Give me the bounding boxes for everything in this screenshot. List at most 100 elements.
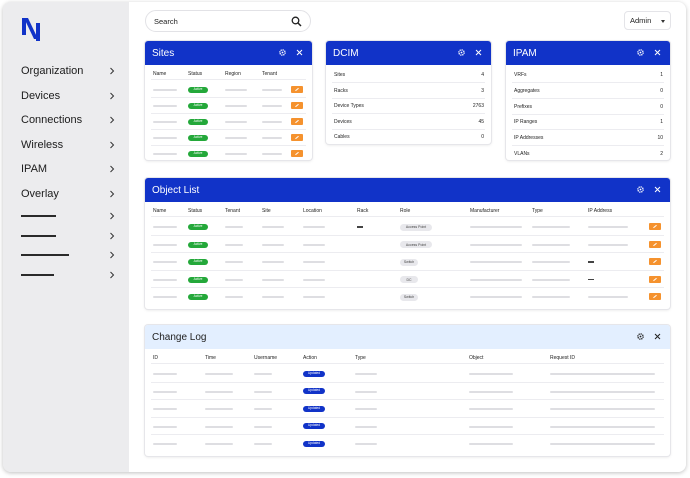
column-header[interactable]: Time [205,355,216,361]
sidebar-item-organization[interactable]: Organization [21,59,125,84]
placeholder-text [303,261,325,263]
placeholder-text [225,105,247,107]
edit-button[interactable] [649,275,661,283]
sidebar-item-overlay[interactable]: Overlay [21,182,125,207]
stat-value: 0 [481,134,484,140]
placeholder-text [153,408,177,410]
column-header[interactable]: Type [532,208,543,214]
sites-card-title: Sites [152,47,175,59]
close-icon[interactable] [653,185,662,194]
edit-button[interactable] [649,223,661,230]
sidebar-item-placeholder[interactable] [21,245,125,265]
sidebar-item-placeholder[interactable] [21,265,125,285]
brand-logo[interactable] [20,15,42,43]
gear-icon[interactable] [457,48,466,57]
placeholder-text [469,408,513,410]
action-badge: Updated [303,405,325,412]
column-header[interactable]: Site [262,208,271,214]
stat-value: 2763 [472,103,484,109]
placeholder-text [532,296,570,298]
sidebar-item-devices[interactable]: Devices [21,84,125,109]
column-header[interactable]: ID [153,355,158,361]
user-menu[interactable]: Admin [624,11,671,30]
column-header[interactable]: Location [303,208,322,214]
placeholder-text [153,121,177,123]
gear-icon[interactable] [636,332,645,341]
placeholder-text [153,373,177,375]
sidebar-item-label: Overlay [21,187,59,200]
sidebar-item-ipam[interactable]: IPAM [21,157,125,182]
column-header[interactable]: Name [153,71,167,77]
column-header[interactable]: Tenant [262,71,278,77]
placeholder-text [153,296,177,298]
close-icon[interactable] [653,48,662,57]
placeholder-text [550,408,655,410]
placeholder-text [532,261,570,263]
gear-icon[interactable] [636,48,645,57]
column-header[interactable]: IP Address [588,208,613,214]
column-header[interactable]: Object [469,355,484,361]
action-badge: Updated [303,423,325,429]
column-header[interactable]: Manufacturer [470,208,500,214]
sidebar-item-label: Devices [21,89,61,102]
column-header[interactable]: Status [188,208,203,214]
gear-icon[interactable] [278,48,287,57]
column-header[interactable]: Request ID [550,355,576,361]
edit-button[interactable] [649,258,661,265]
chevron-right-icon [110,141,115,148]
close-icon[interactable] [295,48,304,57]
object-list-title: Object List [152,184,200,196]
dcim-card: DCIM Sites 4 Racks 3 Device Types 2763 Devices… [326,41,491,144]
search-icon[interactable] [291,16,302,27]
column-header[interactable]: Tenant [225,208,241,214]
status-badge: Active [188,119,208,125]
placeholder-text [225,261,243,263]
placeholder-text [355,443,377,445]
sidebar-item-connections[interactable]: Connections [21,108,125,133]
placeholder-text [205,408,233,410]
placeholder-text [205,373,233,375]
close-icon[interactable] [653,332,662,341]
placeholder-text [225,278,243,281]
sidebar-item-placeholder[interactable] [21,226,125,246]
divider [151,381,664,383]
placeholder-text [262,137,282,139]
column-header[interactable]: Name [153,208,167,214]
column-header[interactable]: Type [355,355,366,361]
edit-button[interactable] [291,118,303,125]
sidebar-nav: Organization Devices Connections Wireles… [21,59,125,284]
stat-label: VLANs [514,151,530,157]
stat-label: VRFs [514,72,527,78]
placeholder-text [262,278,284,281]
sidebar-item-placeholder[interactable] [21,206,125,226]
divider [151,416,664,418]
edit-button[interactable] [291,102,303,109]
placeholder-text [532,278,570,281]
search-input[interactable]: Search [145,10,311,32]
placeholder-text [254,373,272,375]
column-header[interactable]: Region [225,71,241,77]
sites-card-header: Sites [145,41,312,65]
divider [151,129,306,130]
close-icon[interactable] [474,48,483,57]
status-badge: Active [188,224,208,230]
edit-button[interactable] [291,134,303,141]
divider [151,252,664,253]
edit-button[interactable] [291,86,303,93]
chevron-right-icon [110,92,115,99]
edit-button[interactable] [649,293,661,300]
edit-button[interactable] [291,150,303,157]
chevron-right-icon [110,232,115,239]
column-header[interactable]: Rack [357,208,369,214]
column-header[interactable]: Status [188,71,203,77]
column-header[interactable]: Role [400,208,411,214]
sidebar-item-wireless[interactable]: Wireless [21,133,125,158]
placeholder-text [153,243,177,246]
stat-value: 2 [660,151,663,157]
edit-button[interactable] [649,240,661,248]
placeholder-text [262,121,282,123]
sidebar-item-label: Organization [21,65,84,78]
gear-icon[interactable] [636,185,645,194]
column-header[interactable]: Action [303,355,317,361]
column-header[interactable]: Username [254,355,278,361]
